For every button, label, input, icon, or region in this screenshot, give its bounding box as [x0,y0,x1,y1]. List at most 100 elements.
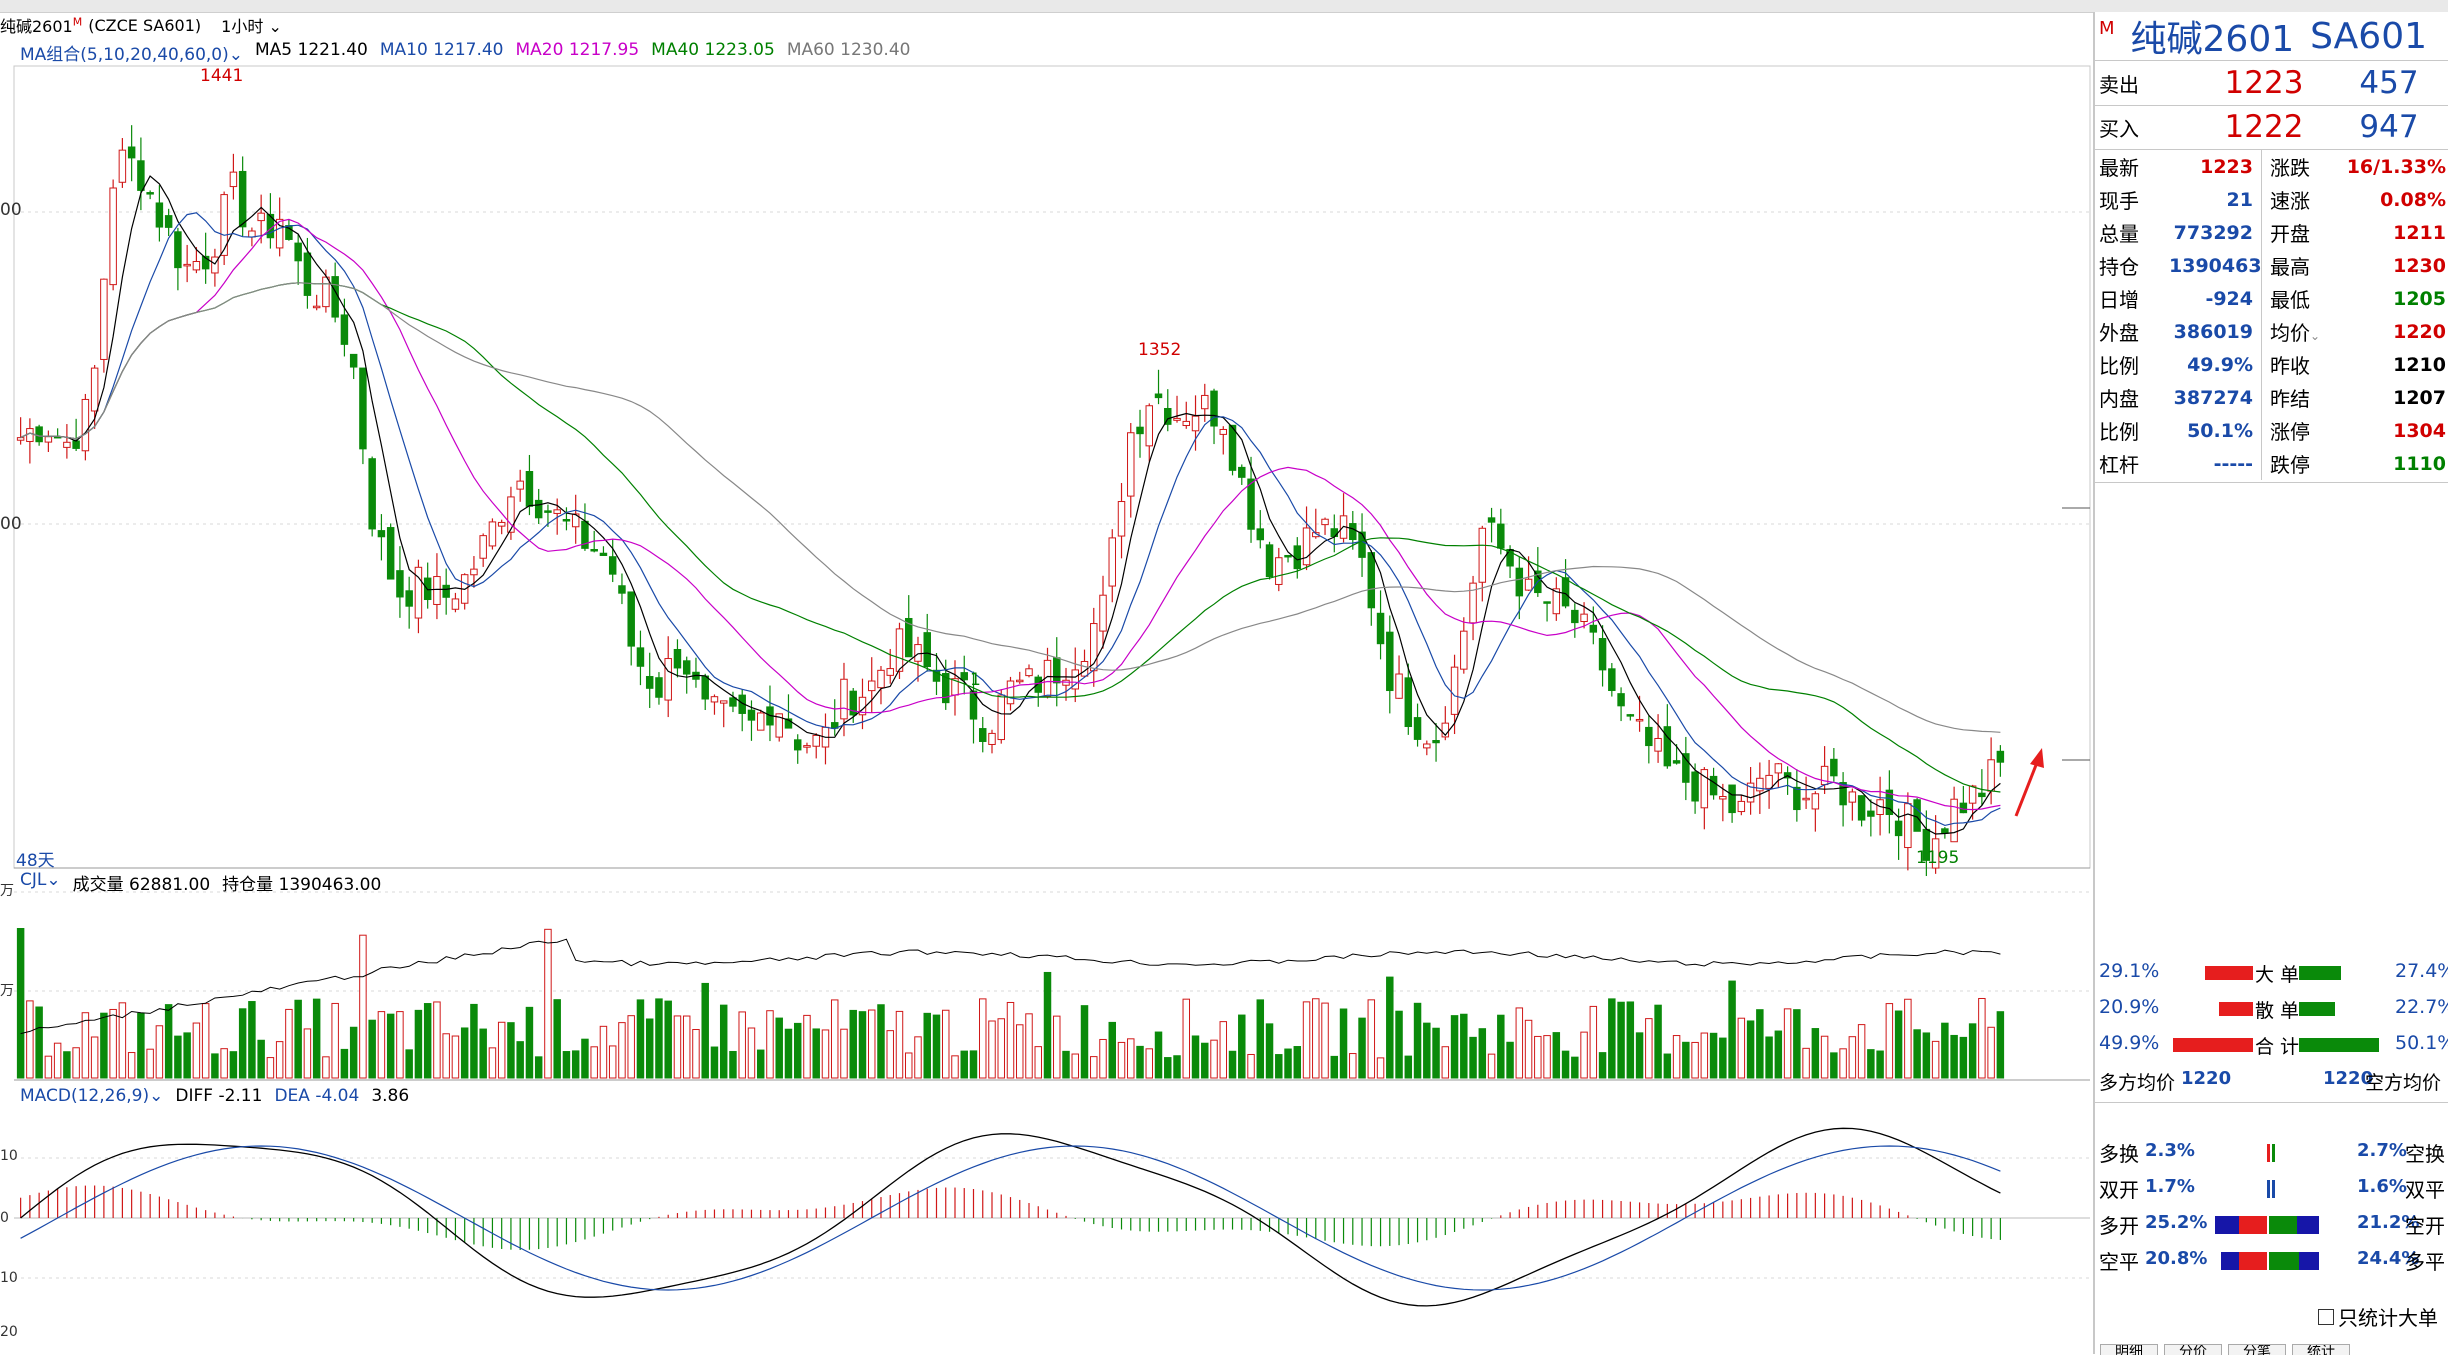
chart-title-bar: 纯碱2601M (CZCE SA601) 1小时 ⌄ [0,12,282,38]
candle-down [784,718,793,729]
volume-bar [1515,1007,1524,1079]
ma-group-selector[interactable]: MA组合(5,10,20,40,60,0)⌄ [20,45,243,65]
volume-bar [1968,1023,1977,1079]
checkbox-box[interactable] [2318,1308,2334,1325]
volume-bar [460,1027,469,1079]
volume-bar [1941,1022,1949,1079]
volume-bar [1293,1046,1302,1079]
bid-volume: 947 [2359,109,2419,145]
volume-bar [1256,999,1265,1079]
volume-bar [1025,1013,1033,1079]
candle-down [1136,426,1144,435]
candle-up [1145,405,1154,447]
ask-row[interactable]: 卖出 1223 457 [2095,62,2448,104]
kline-chart-area[interactable]: MA组合(5,10,20,40,60,0)⌄ MA5 1221.40 MA10 … [0,38,2093,1354]
candle-up [1765,774,1773,789]
tab-stats[interactable]: 统计 [2292,1344,2350,1355]
candle-up [1848,791,1857,803]
volume-bar [1349,1053,1357,1079]
volume-bar [164,1004,173,1079]
volume-bar [960,1050,968,1079]
candle-down [682,660,691,675]
main-contract-badge: M [2099,18,2115,39]
tab-detail[interactable]: 明细 [2100,1344,2158,1355]
volume-bar [1783,1008,1792,1079]
candle-down [645,676,654,689]
stat-row: 外盘 386019 均价⌄ 1220 [2095,315,2448,348]
high-price-label: 1441 [200,66,244,86]
big-order-only-checkbox[interactable]: 只统计大单 [2318,1302,2438,1331]
volume-bar [442,1033,450,1079]
macd-axis-tick: 20 [0,1324,18,1340]
volume-bar [599,1025,608,1079]
candle-up [100,278,108,360]
volume-bar [1756,1009,1764,1079]
candle-down [442,584,450,598]
volume-bar [1728,980,1736,1079]
macd-dea-line [20,1145,2001,1291]
volume-bar [1487,1053,1496,1079]
divider [2095,149,2448,150]
volume-bar [451,1035,460,1079]
candle-down [747,709,756,721]
candle-down [1682,753,1690,783]
divider [2095,482,2448,483]
candle-up [322,276,330,308]
volume-bar [830,999,839,1079]
volume-bar [1737,1017,1746,1079]
candle-down [1210,390,1218,427]
candle-down [137,160,145,191]
candle-up [719,700,728,704]
candle-up [451,598,460,610]
volume-bar [516,1041,524,1079]
candle-down [1598,638,1607,671]
candle-down [979,728,987,742]
ma40-line [20,282,2001,793]
volume-indicator-selector[interactable]: CJL⌄ [20,870,61,890]
macd-indicator-selector[interactable]: MACD(12,26,9)⌄ [20,1086,164,1106]
volume-bar [1071,1053,1079,1079]
candle-up [229,171,238,188]
tab-tick[interactable]: 分笔 [2228,1344,2286,1355]
candle-up [1016,679,1024,683]
volume-legend: CJL⌄ 成交量 62881.00 持仓量 1390463.00 [20,870,381,895]
volume-bar [174,1035,182,1079]
candle-up [988,732,996,745]
candle-down [1053,657,1061,684]
price-axis-tick: 00 [0,200,22,220]
volume-bar [738,1011,746,1079]
kline-chart-svg[interactable] [0,38,2093,1354]
volume-bar [1497,1014,1505,1079]
volume-bar [331,1002,339,1079]
volume-bar [636,999,645,1079]
volume-bar [349,1026,358,1079]
volume-bar [645,1018,654,1079]
avg-price-selector[interactable]: 均价⌄ [2270,321,2321,345]
contract-code: (CZCE SA601) [88,15,202,35]
candle-down [618,585,626,594]
volume-bar [1164,1057,1172,1079]
volume-bar [368,1019,376,1079]
volume-bar [627,1015,635,1079]
macd-diff-line [20,1127,2001,1307]
volume-bar [1524,1019,1533,1079]
candle-down [1256,528,1265,541]
total-sell-bar [2299,1038,2379,1052]
volume-bar [534,1056,543,1079]
candle-up [710,696,719,703]
candle-up [507,496,515,533]
days-label: 48天 [16,851,55,871]
volume-bar [1876,1050,1884,1079]
bid-row[interactable]: 买入 1222 947 [2095,106,2448,148]
volume-bar [312,998,321,1079]
tab-price-split[interactable]: 分价 [2164,1344,2222,1355]
candle-up [1774,763,1783,774]
ma20-legend: MA20 1217.95 [515,40,640,60]
candle-up [1700,769,1709,809]
period-selector[interactable]: 1小时 ⌄ [221,17,282,36]
volume-bar [655,998,663,1079]
big-order-flow-row: 29.1% 大 单 27.4% [2099,960,2448,986]
candle-down [1284,554,1292,558]
candle-down [636,647,645,667]
volume-bar [1543,1035,1551,1079]
